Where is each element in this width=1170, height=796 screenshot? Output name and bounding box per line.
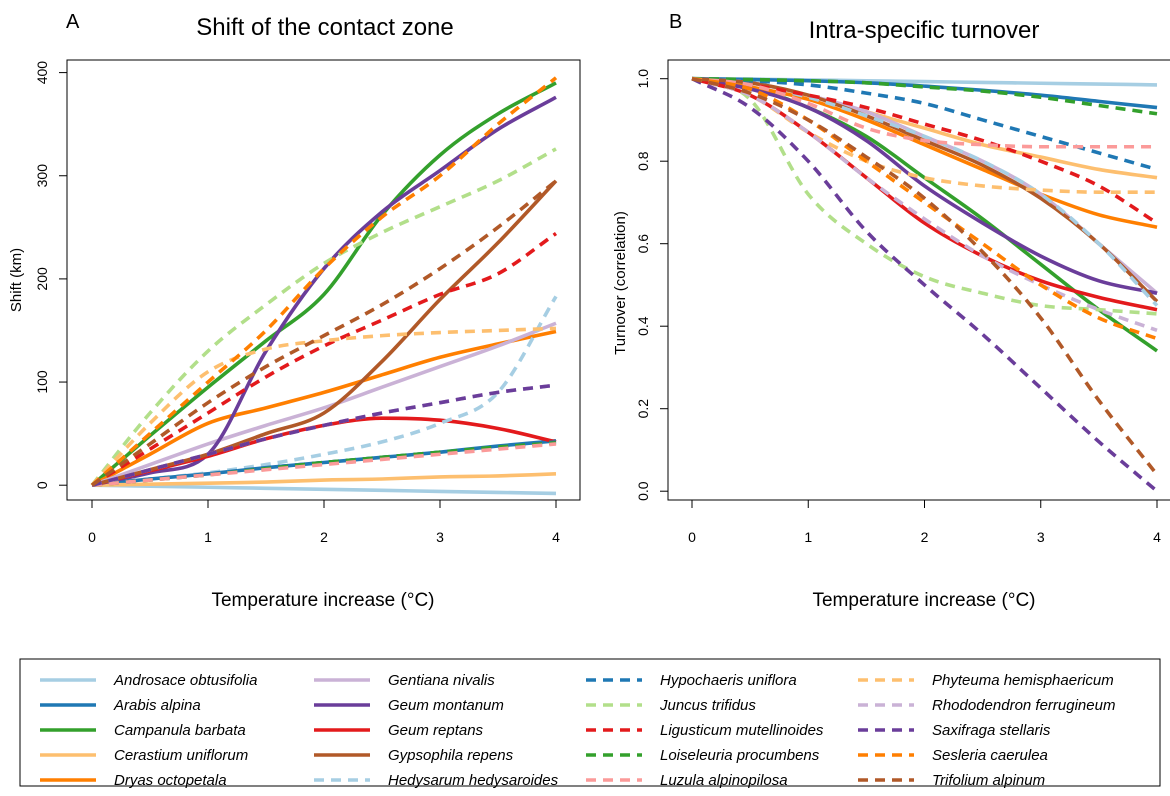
legend-label: Hedysarum hedysaroides: [388, 772, 559, 789]
panel-b-y-tick-label: 0.2: [635, 399, 651, 419]
series-line-saxifraga-stellaris: [691, 77, 1159, 493]
panel-b-y-tick-label: 0.6: [635, 234, 651, 254]
panel-b-x-tick-label: 0: [688, 529, 696, 545]
legend-label: Sesleria caerulea: [932, 747, 1048, 764]
legend-label: Gentiana nivalis: [388, 672, 495, 689]
legend-label: Dryas octopetala: [114, 772, 227, 789]
panel-b-y-axis: 0.0 0.2 0.4 0.6 0.8 1.0: [635, 69, 668, 501]
panel-b-y-tick-label: 1.0: [635, 69, 651, 89]
series-line-phyteuma-hemisphaericum: [90, 326, 557, 487]
panel-b-y-tick-label: 0.0: [635, 481, 651, 501]
panel-a-letter: A: [66, 11, 80, 33]
series-line-phyteuma-hemisphaericum: [691, 76, 1157, 194]
legend-label: Geum montanum: [388, 697, 504, 714]
legend: Androsace obtusifolia Arabis alpina Campan…: [19, 658, 1161, 789]
series-line-cerastium-uniflorum: [91, 472, 557, 487]
legend-label: Rhododendron ferrugineum: [932, 697, 1115, 714]
series-line-loiseleuria-procumbens: [691, 76, 1158, 116]
legend-label: Ligusticum mutellinoides: [660, 722, 824, 739]
legend-label: Saxifraga stellaris: [932, 722, 1051, 739]
panel-a-y-axis: 0 100 200 300 400: [34, 61, 67, 489]
panel-b-letter: B: [669, 11, 682, 33]
panel-a-chart: A Shift of the contact zone 010020030040…: [8, 11, 581, 611]
legend-label: Phyteuma hemisphaericum: [932, 672, 1114, 689]
panel-a-x-tick-label: 2: [320, 529, 328, 545]
legend-label: Luzula alpinopilosa: [660, 772, 788, 789]
legend-label: Arabis alpina: [113, 697, 201, 714]
panel-a-x-axis: 0 1 2 3 4: [88, 500, 560, 545]
legend-label: Campanula barbata: [114, 722, 246, 739]
panel-b-y-tick-label: 0.8: [635, 151, 651, 171]
legend-label: Geum reptans: [388, 722, 484, 739]
series-line-hedysarum-hedysaroides: [91, 295, 558, 487]
panel-b-series-lines: [691, 76, 1159, 493]
series-line-juncus-trifidus: [90, 147, 557, 487]
panel-a-y-tick-label: 400: [34, 61, 50, 85]
series-line-sesleria-caerulea: [90, 76, 558, 487]
series-line-dryas-octopetala: [91, 329, 557, 487]
panel-a-x-axis-label: Temperature increase (°C): [211, 590, 434, 611]
panel-a-x-tick-label: 1: [204, 529, 212, 545]
series-line-rhododendron-ferrugineum: [691, 76, 1158, 333]
series-line-saxifraga-stellaris: [91, 383, 557, 487]
panel-a-y-axis-label: Shift (km): [8, 248, 25, 312]
panel-a-y-tick-label: 200: [34, 267, 50, 291]
series-line-gentiana-nivalis: [91, 321, 557, 487]
panel-a-y-tick-label: 100: [34, 370, 50, 394]
panel-a-x-tick-label: 4: [552, 529, 560, 545]
series-line-hedysarum-hedysaroides: [691, 76, 1159, 307]
series-line-geum-reptans: [691, 76, 1158, 312]
panel-a-x-tick-label: 0: [88, 529, 96, 545]
series-line-androsace-obtusifolia: [91, 483, 557, 496]
panel-a-title: Shift of the contact zone: [196, 14, 454, 41]
series-line-luzula-alpinopilosa: [91, 442, 557, 487]
legend-label: Loiseleuria procumbens: [660, 747, 820, 764]
panel-b-x-tick-label: 4: [1153, 529, 1161, 545]
panel-b-x-tick-label: 2: [921, 529, 929, 545]
legend-frame: [19, 658, 1161, 787]
series-line-gypsophila-repens: [91, 179, 558, 487]
series-line-luzula-alpinopilosa: [691, 76, 1157, 149]
legend-label: Juncus trifidus: [659, 697, 756, 714]
series-line-geum-montanum: [691, 76, 1158, 295]
legend-label: Gypsophila repens: [388, 747, 514, 764]
panel-b-x-axis: 0 1 2 3 4: [688, 500, 1161, 545]
panel-b-chart: B Intra-specific turnover 0.00.20.40.60.…: [612, 11, 1170, 611]
panel-a-series-lines: [90, 76, 558, 496]
series-line-gypsophila-repens: [691, 76, 1159, 303]
panel-b-y-tick-label: 0.4: [635, 316, 651, 336]
panel-b-y-axis-label: Turnover (correlation): [612, 211, 629, 355]
series-line-ligusticum-mutellinoides: [91, 232, 558, 487]
panel-b-x-axis-label: Temperature increase (°C): [812, 590, 1035, 611]
series-line-trifolium-alpinum: [691, 76, 1159, 476]
legend-label: Trifolium alpinum: [932, 772, 1045, 789]
series-line-campanula-barbata: [90, 81, 557, 487]
panel-b-x-tick-label: 3: [1037, 529, 1045, 545]
panel-b-x-tick-label: 1: [804, 529, 812, 545]
legend-label: Hypochaeris uniflora: [660, 672, 797, 689]
panel-a-y-tick-label: 0: [34, 481, 50, 489]
panel-b-title: Intra-specific turnover: [809, 17, 1040, 44]
legend-label: Cerastium uniflorum: [114, 747, 248, 764]
panel-a-y-tick-label: 300: [34, 164, 50, 188]
panel-a-x-tick-label: 3: [436, 529, 444, 545]
series-line-trifolium-alpinum: [90, 179, 558, 487]
legend-label: Androsace obtusifolia: [113, 672, 257, 689]
